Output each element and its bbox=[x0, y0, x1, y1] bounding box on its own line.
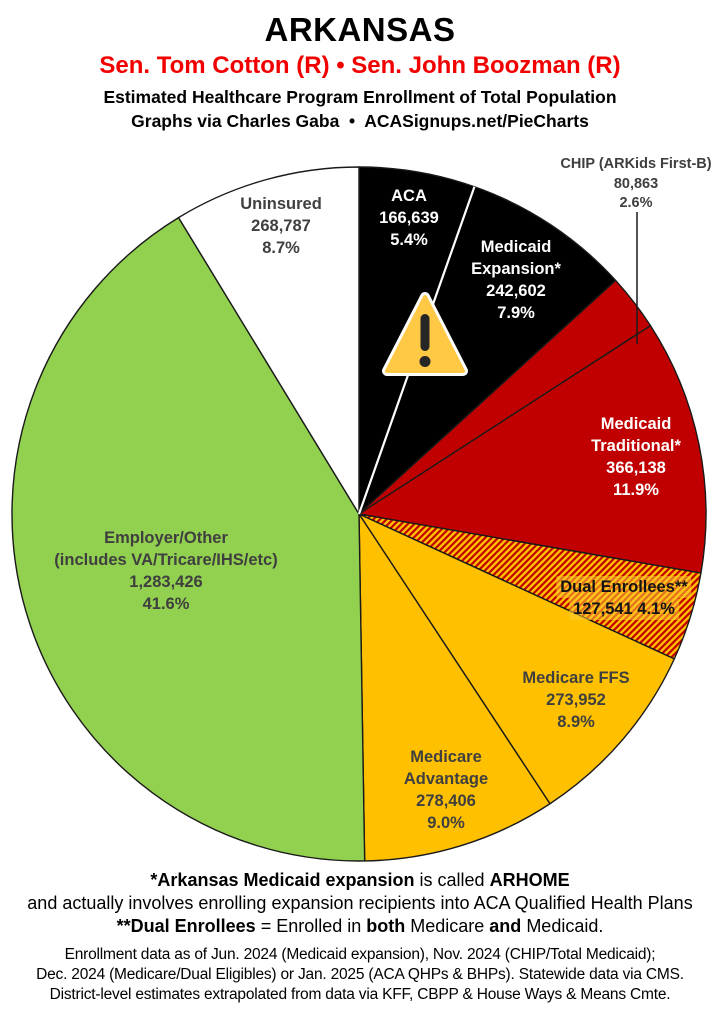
footnote-arhome-line2: and actually involves enrolling expansio… bbox=[27, 893, 693, 913]
source-line: District-level estimates extrapolated fr… bbox=[49, 986, 671, 1003]
slice-label-uninsured: Uninsured 268,787 8.7% bbox=[240, 195, 322, 257]
slice-label-aca: ACA 166,639 5.4% bbox=[379, 187, 439, 249]
footer: *Arkansas Medicaid expansion is called A… bbox=[0, 869, 720, 1005]
credit-line: Graphs via Charles Gaba • ACASignups.net… bbox=[131, 111, 589, 131]
slice-label-employer-other: Employer/Other (includes VA/Tricare/IHS/… bbox=[54, 529, 278, 613]
slice-label-medicare-advantage: Medicare Advantage 278,406 9.0% bbox=[403, 748, 489, 832]
footnote-arhome: *Arkansas Medicaid expansion is called A… bbox=[150, 870, 570, 890]
source-line: Enrollment data as of Jun. 2024 (Medicai… bbox=[64, 946, 656, 963]
source-note: Enrollment data as of Jun. 2024 (Medicai… bbox=[0, 945, 720, 1005]
pie-slice-medicare-ffs bbox=[358, 513, 676, 805]
chart-subtitle: Estimated Healthcare Program Enrollment … bbox=[103, 87, 617, 107]
pie-slice-medicaid-expansion bbox=[358, 186, 617, 515]
slice-label-medicaid-traditional: Medicaid Traditional* 366,138 11.9% bbox=[591, 415, 681, 499]
slice-label-dual-enrollees: Dual Enrollees** 127,541 4.1% bbox=[556, 576, 692, 620]
senators-line: Sen. Tom Cotton (R) • Sen. John Boozman … bbox=[99, 52, 621, 79]
header: ARKANSAS Sen. Tom Cotton (R) • Sen. John… bbox=[0, 0, 720, 132]
slice-label-medicaid-expansion: Medicaid Expansion* 242,602 7.9% bbox=[471, 238, 561, 322]
footnote-dual: **Dual Enrollees = Enrolled in both Medi… bbox=[116, 916, 604, 936]
pie-slices bbox=[11, 166, 707, 862]
pie-slice-medicaid-traditional bbox=[358, 324, 707, 574]
slice-label-chip: CHIP (ARKids First-B) 80,863 2.6% bbox=[560, 155, 712, 211]
pie-slice-employer-other bbox=[11, 216, 366, 862]
warning-triangle-icon bbox=[382, 292, 468, 376]
pie-slice-uninsured bbox=[177, 166, 360, 515]
source-line: Dec. 2024 (Medicare/Dual Eligibles) or J… bbox=[36, 966, 684, 983]
pie-slice-medicare-advantage bbox=[358, 513, 551, 862]
slice-label-medicare-ffs: Medicare FFS 273,952 8.9% bbox=[522, 669, 630, 731]
state-title: ARKANSAS bbox=[264, 11, 456, 48]
